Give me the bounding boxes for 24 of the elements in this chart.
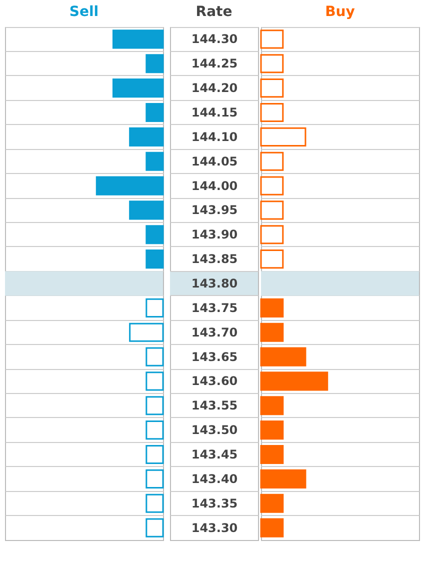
y-tick-label: 143.55 [191, 398, 238, 413]
y-tick-label: 144.10 [191, 130, 238, 144]
y-axis-title: Rate [196, 4, 232, 20]
y-tick-label: 144.05 [191, 154, 238, 168]
y-tick-label: 143.40 [191, 472, 238, 486]
series-label: Sell [69, 4, 99, 20]
y-tick-label: 143.65 [191, 350, 238, 364]
y-tick-label: 143.50 [191, 423, 238, 438]
y-tick-label: 143.30 [191, 520, 238, 535]
y-tick-label: 143.95 [191, 203, 238, 218]
y-tick-label: 143.75 [191, 300, 238, 315]
y-tick-label: 144.15 [191, 106, 238, 120]
y-tick-label: 144.30 [191, 32, 238, 46]
y-tick-label: 144.25 [191, 56, 238, 71]
y-tick-label: 144.20 [191, 81, 238, 96]
y-tick-label: 143.45 [191, 448, 238, 462]
text: Buy [325, 4, 355, 20]
y-tick-label: 143.85 [191, 252, 238, 266]
y-tick-label: 143.70 [191, 325, 238, 340]
y-tick-label: 143.90 [191, 228, 238, 242]
y-tick-label: 143.60 [191, 374, 238, 388]
y-tick-label: 143.80 [191, 276, 238, 290]
y-tick-label: 143.35 [191, 496, 238, 510]
y-tick-label: 144.00 [191, 178, 238, 193]
